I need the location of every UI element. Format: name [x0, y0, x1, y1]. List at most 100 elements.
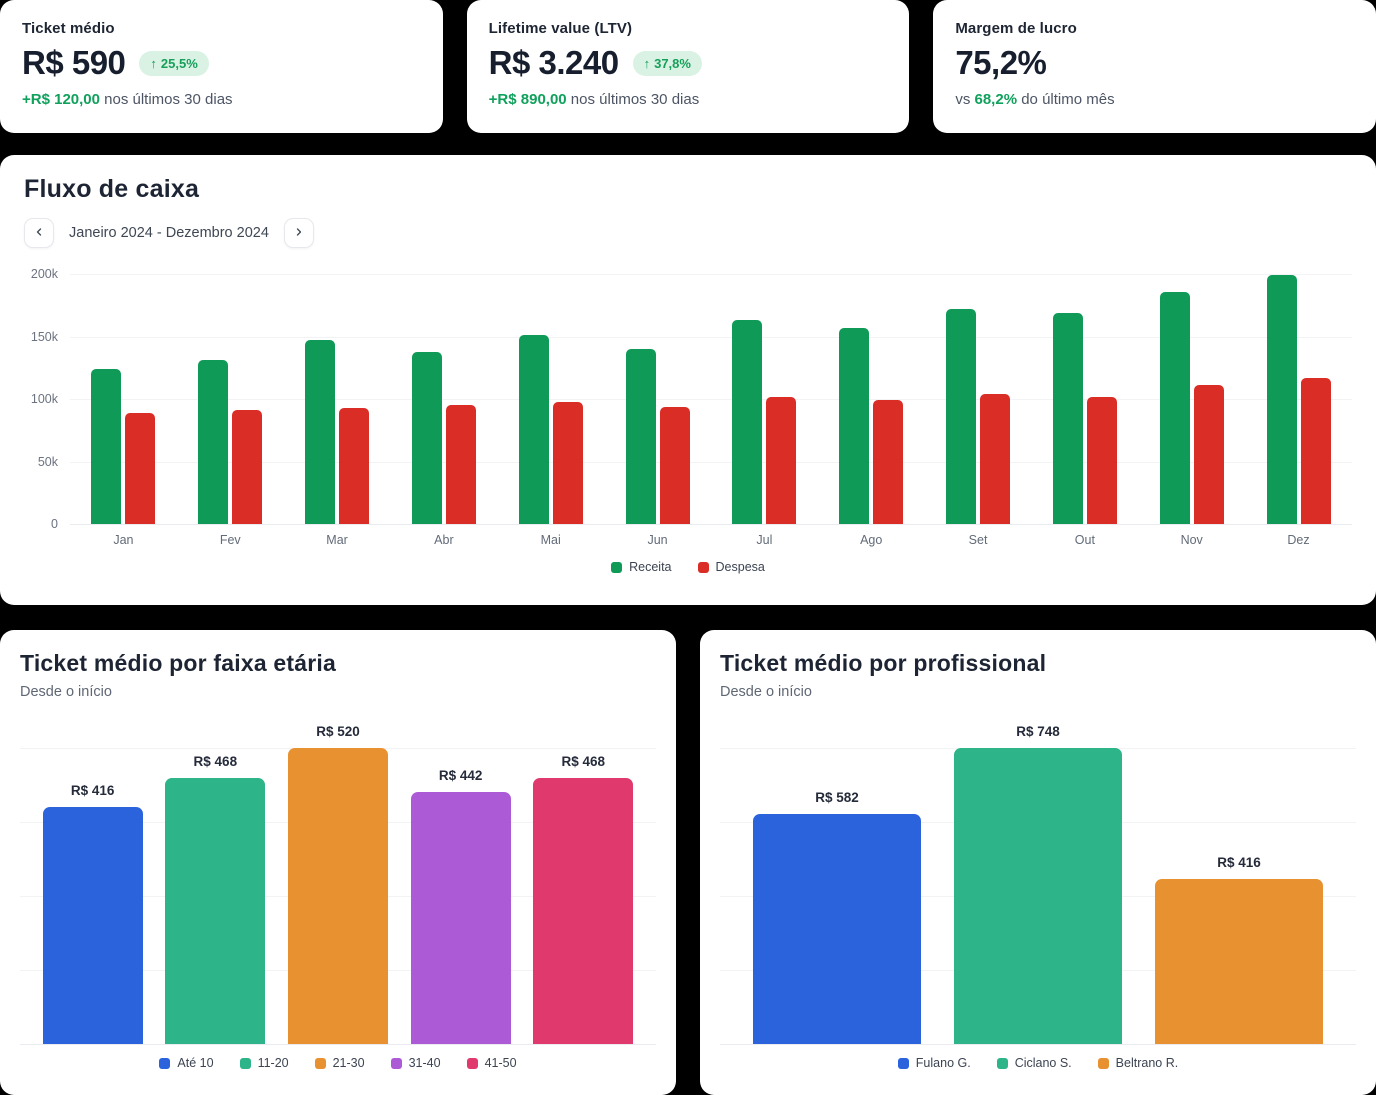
kpi-row: Ticket médio R$ 590 ↑ 25,5% +R$ 120,00 no…	[0, 0, 1376, 133]
bar-value-label: R$ 442	[438, 768, 483, 784]
bar-receita-jan	[91, 369, 122, 524]
bar-receita-ago	[839, 327, 870, 524]
kpi-value-row: R$ 590 ↑ 25,5%	[22, 44, 421, 82]
kpi-card-ticket-medio: Ticket médio R$ 590 ↑ 25,5% +R$ 120,00 no…	[0, 0, 443, 133]
bar-11-20	[165, 777, 266, 1044]
bar-receita-dez	[1266, 275, 1297, 524]
x-tick-label: Set	[968, 533, 988, 547]
gridline	[70, 399, 1352, 400]
x-tick-label: Jan	[113, 533, 134, 547]
bar-despesa-fev	[232, 410, 263, 524]
x-tick-label: Dez	[1287, 533, 1310, 547]
bar-receita-nov	[1159, 291, 1190, 524]
beltrano-r-swatch-icon	[1097, 1057, 1109, 1069]
bar-despesa-set	[980, 394, 1011, 524]
bar-despesa-dez	[1300, 377, 1331, 524]
kpi-title: Margem de lucro	[955, 20, 1077, 37]
bar-group-nov	[1138, 274, 1245, 524]
legend-label: Ciclano S.	[1014, 1056, 1072, 1070]
cashflow-card: Fluxo de caixa Janeiro 2024 - Dezembro 2…	[0, 155, 1376, 605]
age-chart-title: Ticket médio por faixa etária	[20, 650, 336, 676]
31-40-swatch-icon	[390, 1057, 402, 1069]
bar-cell-41-50: R$ 468	[533, 748, 634, 1044]
bar-group-mar	[284, 274, 391, 524]
bar-group-abr	[390, 274, 497, 524]
period-label: Janeiro 2024 - Dezembro 2024	[69, 225, 269, 241]
bar-despesa-abr	[445, 405, 476, 524]
legend-item-21-30[interactable]: 21-30	[314, 1056, 365, 1070]
bar-value-label: R$ 468	[193, 753, 238, 769]
bars: R$ 582 R$ 748 R$ 416	[720, 724, 1356, 1044]
plot-area: R$ 582 R$ 748 R$ 416	[720, 724, 1356, 1045]
bar-despesa-out	[1086, 396, 1117, 524]
gridline	[70, 274, 1352, 275]
ate-10-swatch-icon	[159, 1057, 171, 1069]
next-period-button[interactable]	[283, 218, 314, 248]
legend-item-11-20[interactable]: 11-20	[239, 1056, 289, 1070]
kpi-value-row: 75,2%	[955, 44, 1354, 82]
kpi-subtext: +R$ 120,00 nos últimos 30 dias	[22, 91, 421, 108]
bar-cell-beltrano-r: R$ 416	[1155, 748, 1323, 1044]
plot-area: R$ 416 R$ 468 R$ 520 R$ 442 R$ 468	[20, 724, 656, 1045]
kpi-delta: +R$ 890,00	[488, 91, 567, 108]
chart-legend: Até 10 11-20 21-30 31-40 41-50	[20, 1056, 656, 1070]
bar-receita-mar	[305, 340, 336, 524]
legend-item-despesa[interactable]: Despesa	[697, 560, 765, 574]
kpi-title: Lifetime value (LTV)	[488, 20, 633, 37]
bar-receita-out	[1052, 312, 1083, 524]
bar-groups	[70, 274, 1352, 524]
legend-item-31-40[interactable]: 31-40	[390, 1056, 441, 1070]
y-axis: 200k 150k 100k 50k 0	[24, 267, 70, 531]
bar-despesa-mai	[552, 401, 583, 524]
legend-item-41-50[interactable]: 41-50	[466, 1056, 517, 1070]
bottom-charts-row: Ticket médio por faixa etária Desde o in…	[0, 630, 1376, 1095]
bar-group-out	[1031, 274, 1138, 524]
x-tick-label: Mai	[540, 533, 561, 547]
kpi-card-margem-lucro: Margem de lucro 75,2% vs 68,2% do último…	[933, 0, 1376, 133]
y-tick-label: 0	[51, 517, 58, 531]
chevron-right-icon	[293, 226, 305, 241]
cashflow-title: Fluxo de caixa	[24, 175, 200, 203]
bar-cell-ciclano-s: R$ 748	[954, 724, 1122, 1044]
legend-label: Despesa	[715, 560, 765, 574]
bar-group-jan	[70, 274, 177, 524]
x-tick-label: Abr	[434, 533, 454, 547]
21-30-swatch-icon	[314, 1057, 326, 1069]
bar-cell-21-30: R$ 520	[287, 724, 388, 1044]
legend-item-ate-10[interactable]: Até 10	[159, 1056, 214, 1070]
age-chart-subtitle: Desde o início	[20, 684, 112, 700]
period-navigator: Janeiro 2024 - Dezembro 2024	[24, 218, 1352, 248]
y-tick-label: 50k	[37, 454, 58, 469]
professional-chart: R$ 582 R$ 748 R$ 416 Fulano G. Ciclano S. Bel…	[720, 724, 1356, 1070]
kpi-value: R$ 590	[22, 44, 126, 81]
x-tick-label: Ago	[860, 533, 883, 547]
bar-group-dez	[1245, 274, 1352, 524]
legend-item-beltrano-r[interactable]: Beltrano R.	[1097, 1056, 1178, 1070]
trend-badge: ↑ 37,8%	[632, 50, 702, 76]
chart-legend: Receita Despesa	[24, 560, 1352, 574]
prev-period-button[interactable]	[24, 218, 54, 248]
kpi-delta: +R$ 120,00	[22, 91, 100, 108]
bar-value-label: R$ 748	[1016, 724, 1060, 739]
plot-area	[70, 274, 1352, 525]
bar-31-40	[410, 792, 511, 1044]
x-axis: Jan Fev Mar Abr Mai Jun Jul Ago Set Out Nov Dez	[70, 533, 1352, 547]
gridline	[70, 461, 1352, 463]
bar-group-fev	[177, 274, 284, 524]
legend-item-receita[interactable]: Receita	[611, 560, 672, 574]
arrow-up-icon: ↑	[150, 55, 157, 71]
legend-label: Até 10	[177, 1056, 214, 1070]
x-tick-label: Mar	[326, 533, 348, 547]
bar-despesa-jul	[766, 396, 797, 524]
cashflow-chart: 200k 150k 100k 50k 0 Jan Fev Mar Abr Mai Jun Jul Ago…	[24, 267, 1352, 574]
badge-percent: 37,8%	[654, 55, 691, 71]
bar-despesa-ago	[873, 400, 904, 524]
legend-item-ciclano-s[interactable]: Ciclano S.	[996, 1056, 1072, 1070]
legend-item-fulano-g[interactable]: Fulano G.	[897, 1056, 971, 1070]
kpi-value: R$ 3.240	[488, 44, 619, 81]
bar-cell-ate-10: R$ 416	[42, 748, 143, 1044]
bars: R$ 416 R$ 468 R$ 520 R$ 442 R$ 468	[20, 724, 656, 1044]
bar-ciclano-s	[954, 748, 1122, 1044]
bar-value-label: R$ 416	[1217, 855, 1261, 871]
plot-area-wrap: Jan Fev Mar Abr Mai Jun Jul Ago Set Out Nov Dez	[70, 274, 1352, 547]
